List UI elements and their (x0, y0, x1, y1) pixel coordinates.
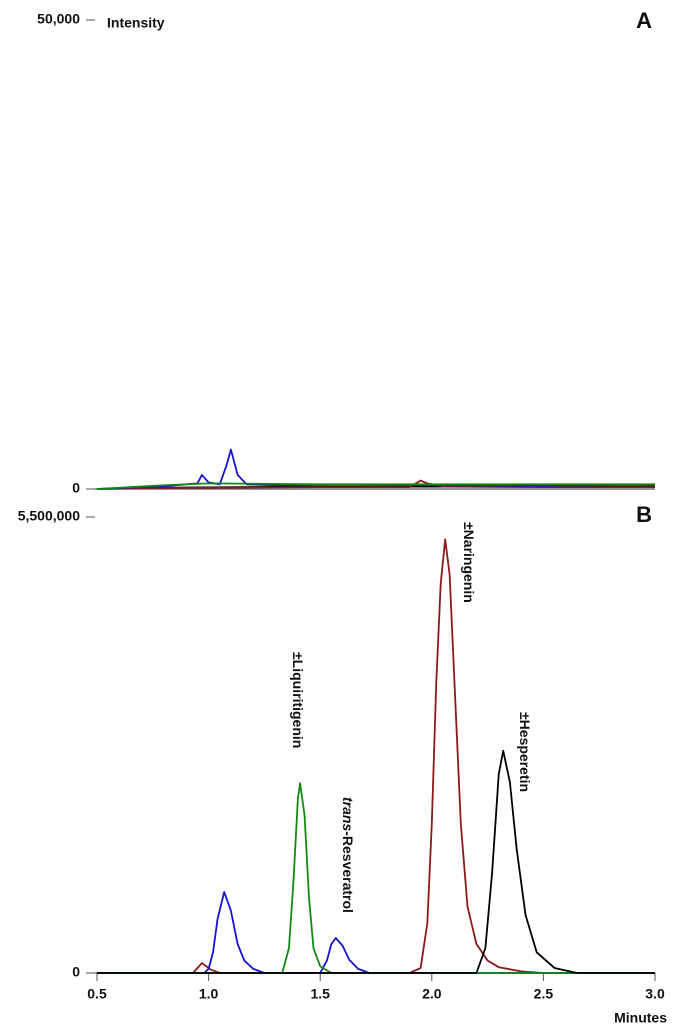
y-tick-label: 0 (72, 964, 80, 980)
x-tick-label: 2.5 (534, 986, 554, 1002)
x-tick-label: 1.5 (310, 986, 330, 1002)
peak-label: ±Liquiritigenin (290, 652, 306, 748)
x-tick-label: 1.0 (199, 986, 219, 1002)
peak-label: ±Hesperetin (517, 712, 533, 792)
peak-label: trans-Resveratrol (340, 797, 356, 913)
chromatogram-trace (97, 749, 655, 974)
x-tick-label: 2.0 (422, 986, 442, 1002)
panel-label: B (636, 502, 652, 527)
chromatogram-trace (97, 891, 655, 974)
y-tick-label: 5,500,000 (18, 508, 80, 524)
peak-label: ±Naringenin (461, 522, 477, 603)
y-tick-label: 0 (72, 480, 80, 496)
peak-label-text: -Resveratrol (340, 831, 356, 913)
x-axis-label: Minutes (614, 1010, 667, 1026)
chromatogram-trace (96, 479, 655, 490)
chromatogram-trace (96, 448, 656, 490)
chromatogram-trace (96, 482, 655, 490)
x-tick-label: 0.5 (87, 986, 107, 1002)
y-tick-label: 50,000 (37, 11, 80, 27)
peak-label-text: ±Naringenin (461, 522, 477, 603)
panel-label: A (636, 8, 652, 33)
peak-label-text: ±Hesperetin (517, 712, 533, 792)
x-tick-label: 3.0 (645, 986, 665, 1002)
peak-label-text: ±Liquiritigenin (290, 652, 306, 748)
chromatogram-trace (97, 782, 655, 974)
chromatogram-trace (97, 538, 655, 974)
y-axis-label: Intensity (107, 15, 165, 31)
peak-label-italic: trans (340, 797, 356, 831)
